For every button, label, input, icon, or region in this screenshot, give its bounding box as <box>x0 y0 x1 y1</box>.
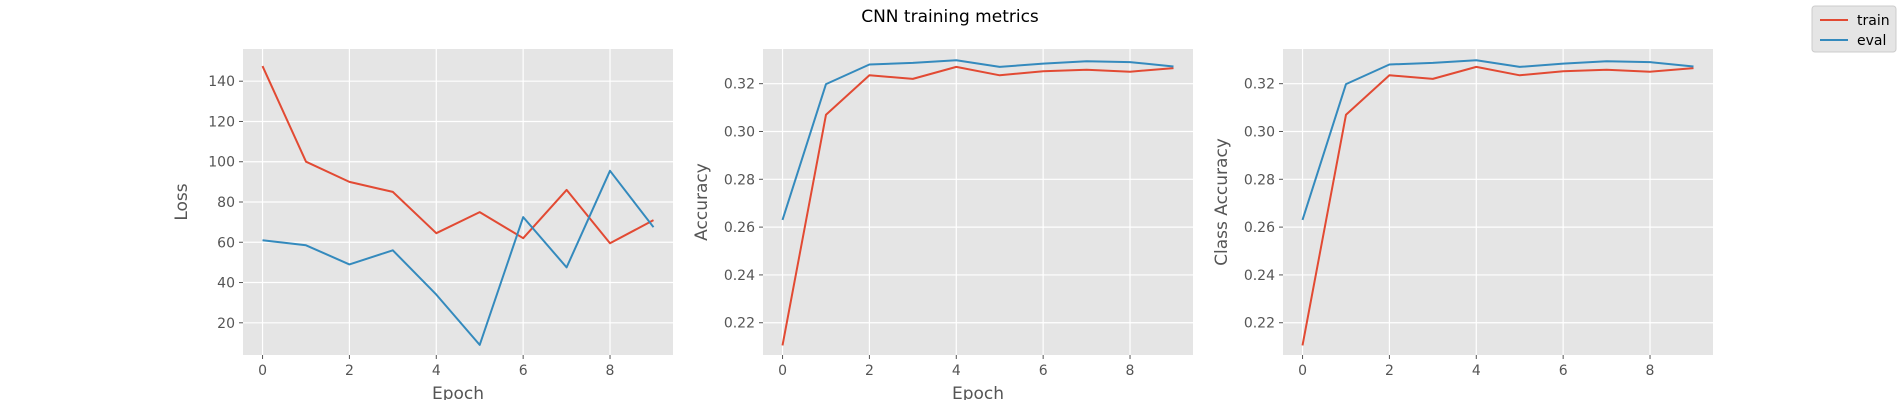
y-tick-label: 120 <box>208 114 235 130</box>
y-tick-label: 0.22 <box>724 316 755 332</box>
y-tick-label: 0.26 <box>1244 220 1275 236</box>
series-line-train <box>261 65 654 245</box>
x-tick-label: 8 <box>1646 363 1655 379</box>
y-tick-label: 0.32 <box>724 77 755 93</box>
plot-area <box>763 49 1193 355</box>
x-axis-label: Epoch <box>432 384 484 400</box>
y-tick-label: 60 <box>217 235 235 251</box>
y-tick-label: 100 <box>208 155 235 171</box>
y-tick-label: 40 <box>217 276 235 292</box>
x-tick-label: 0 <box>778 363 787 379</box>
figure-legend: train eval <box>1811 5 1897 53</box>
x-tick-label: 6 <box>519 363 528 379</box>
x-tick-label: 0 <box>1298 363 1307 379</box>
legend-label-train: train <box>1857 13 1890 29</box>
subplot-1: 0 2 4 6 8 20 40 60 80 100 120 140 Epoch Loss <box>172 49 673 400</box>
series-line-eval <box>1301 59 1694 221</box>
plot-area <box>1283 49 1713 355</box>
y-tick-label: 140 <box>208 74 235 90</box>
series-line-train <box>1301 65 1694 346</box>
y-tick-label: 0.28 <box>724 172 755 188</box>
x-tick-label: 2 <box>345 363 354 379</box>
x-axis-label: Epoch <box>952 384 1004 400</box>
y-tick-label: 0.24 <box>1244 268 1275 284</box>
x-tick-label: 6 <box>1039 363 1048 379</box>
y-tick-label: 0.30 <box>1244 124 1275 140</box>
x-tick-label: 8 <box>606 363 615 379</box>
series-line-eval <box>781 59 1174 221</box>
series-line-train <box>781 65 1174 346</box>
y-axis-label: Class Accuracy <box>1212 138 1232 266</box>
x-tick-label: 8 <box>1126 363 1135 379</box>
subplot-2: 0 2 4 6 8 0.22 0.24 0.26 0.28 0.30 0.32 Epoch Accura… <box>692 49 1193 400</box>
y-tick-label: 0.32 <box>1244 77 1275 93</box>
x-tick-label: 2 <box>865 363 874 379</box>
x-tick-label: 2 <box>1385 363 1394 379</box>
x-tick-label: 4 <box>1472 363 1481 379</box>
y-tick-label: 0.30 <box>724 124 755 140</box>
series-line-eval <box>262 169 655 346</box>
y-tick-label: 0.24 <box>724 268 755 284</box>
x-tick-label: 4 <box>432 363 441 379</box>
y-tick-label: 20 <box>217 316 235 332</box>
y-tick-label: 80 <box>217 195 235 211</box>
y-tick-label: 0.26 <box>724 220 755 236</box>
x-tick-label: 0 <box>258 363 267 379</box>
y-tick-label: 0.28 <box>1244 172 1275 188</box>
x-tick-label: 4 <box>952 363 961 379</box>
y-tick-label: 0.22 <box>1244 316 1275 332</box>
y-axis-label: Loss <box>172 183 192 220</box>
y-axis-label: Accuracy <box>692 163 712 241</box>
figure-suptitle: CNN training metrics <box>861 7 1039 27</box>
x-tick-label: 6 <box>1559 363 1568 379</box>
subplot-3: 0 2 4 6 8 0.22 0.24 0.26 0.28 0.30 0.32 Class Accur… <box>1212 49 1713 379</box>
legend-label-eval: eval <box>1857 33 1886 49</box>
